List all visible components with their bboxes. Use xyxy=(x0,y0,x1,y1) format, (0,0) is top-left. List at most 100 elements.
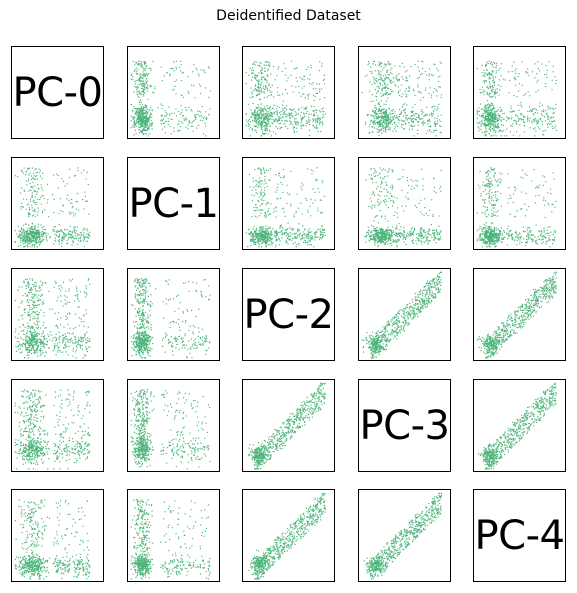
scatter-point xyxy=(253,186,255,188)
scatter-point xyxy=(139,120,142,122)
scatter-point xyxy=(374,70,376,72)
scatter-point xyxy=(484,134,486,136)
scatter-point xyxy=(38,232,40,234)
scatter-point xyxy=(144,69,146,71)
scatter-point xyxy=(32,244,34,246)
scatter-point xyxy=(160,115,162,117)
scatter-point xyxy=(254,85,257,87)
scatter-point xyxy=(299,115,302,117)
scatter-point xyxy=(34,244,36,246)
scatter-point xyxy=(265,109,267,111)
scatter-point xyxy=(61,240,63,242)
scatter-point xyxy=(386,114,388,116)
scatter-point xyxy=(399,65,401,68)
scatter-point xyxy=(320,231,322,233)
scatter-point xyxy=(383,113,386,115)
scatter-point xyxy=(266,185,269,188)
scatter-point xyxy=(137,110,139,112)
scatter-point xyxy=(389,229,391,231)
scatter-point xyxy=(261,115,263,117)
scatter-point xyxy=(138,120,140,122)
scatter-point xyxy=(270,114,272,116)
scatter-point xyxy=(261,117,263,119)
scatter-point xyxy=(289,231,291,234)
scatter-point xyxy=(433,63,435,65)
scatter-point xyxy=(261,121,263,123)
scatter-point xyxy=(57,240,60,242)
scatter-point xyxy=(415,240,417,242)
scatter-point xyxy=(85,236,87,238)
scatter-point xyxy=(284,229,286,231)
scatter-point xyxy=(422,111,424,113)
scatter-point xyxy=(395,240,398,242)
scatter-point xyxy=(271,91,273,93)
scatter-point xyxy=(422,120,424,122)
scatter-point xyxy=(527,120,529,122)
scatter-point xyxy=(72,240,74,242)
scatter-point xyxy=(178,120,180,122)
scatter-point xyxy=(53,212,55,214)
scatter-point xyxy=(377,198,379,201)
scatter-point xyxy=(381,241,383,243)
scatter-point xyxy=(386,117,388,120)
scatter-point xyxy=(295,118,297,120)
scatter-point xyxy=(257,104,259,106)
scatter-point xyxy=(392,231,395,233)
scatter-point xyxy=(142,111,144,113)
scatter-point xyxy=(367,60,369,63)
scatter-point xyxy=(140,106,142,108)
scatter-point xyxy=(482,89,484,91)
scatter-point xyxy=(140,125,142,127)
scatter-point xyxy=(141,122,144,124)
scatter-point xyxy=(152,109,154,111)
scatter-point xyxy=(430,234,432,236)
scatter-point xyxy=(495,70,497,72)
scatter-point xyxy=(254,114,256,116)
scatter-point xyxy=(195,118,197,120)
scatter-point xyxy=(45,236,48,238)
scatter-point xyxy=(383,63,386,65)
scatter-point xyxy=(37,183,39,186)
scatter-point xyxy=(144,63,146,65)
scatter-point xyxy=(514,114,517,117)
scatter-point xyxy=(383,93,385,95)
scatter-point xyxy=(139,79,141,82)
scatter-point xyxy=(293,128,295,130)
scatter-point xyxy=(381,128,383,130)
scatter-point xyxy=(398,79,400,82)
scatter-point xyxy=(547,108,549,110)
scatter-point xyxy=(32,210,34,212)
scatter-point xyxy=(73,215,75,217)
scatter-point xyxy=(374,239,376,241)
scatter-point xyxy=(378,108,380,110)
scatter-point xyxy=(283,113,285,115)
scatter-point xyxy=(421,232,423,235)
scatter-point xyxy=(295,86,297,88)
scatter-point xyxy=(45,235,47,237)
scatter-point xyxy=(262,241,264,243)
scatter-point xyxy=(417,124,419,126)
scatter-point xyxy=(264,216,266,218)
scatter-point xyxy=(288,115,290,117)
scatter-point xyxy=(256,113,259,115)
scatter-point xyxy=(137,118,139,120)
scatter-point xyxy=(511,65,513,67)
scatter-point xyxy=(390,82,392,84)
scatter-point xyxy=(268,107,270,109)
scatter-point xyxy=(148,73,150,75)
scatter-point xyxy=(371,72,373,75)
scatter-point xyxy=(144,112,146,114)
scatter-point xyxy=(316,83,318,85)
scatter-point xyxy=(378,129,380,131)
scatter-point xyxy=(311,83,313,85)
scatter-point xyxy=(27,233,30,235)
scatter-point xyxy=(385,116,387,118)
scatter-point xyxy=(541,104,543,106)
scatter-point xyxy=(257,234,259,236)
scatter-point xyxy=(413,229,416,231)
scatter-point xyxy=(417,233,419,235)
scatter-point xyxy=(36,236,38,238)
scatter-point xyxy=(368,62,370,64)
scatter-point xyxy=(270,240,272,242)
scatter-point xyxy=(489,83,491,85)
